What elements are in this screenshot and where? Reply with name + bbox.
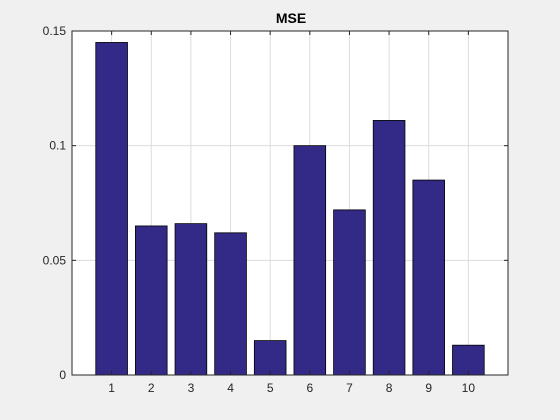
bar [135, 225, 168, 376]
axis-ticks [72, 30, 508, 376]
x-tick-labels: 1 2 3 4 5 6 7 8 9 10 [108, 381, 475, 395]
bar [253, 340, 287, 376]
x-tick-label: 5 [267, 381, 274, 395]
y-tick-labels: 0 0.05 0.1 0.15 [43, 24, 67, 382]
bar [95, 42, 128, 376]
x-tick-label: 3 [188, 381, 195, 395]
chart-title: MSE [276, 10, 306, 26]
x-tick-label: 6 [306, 381, 313, 395]
bar [174, 223, 208, 376]
bar [372, 120, 406, 376]
x-tick-label: 2 [148, 381, 155, 395]
y-tick-label: 0.1 [49, 139, 66, 153]
y-tick-label: 0.15 [43, 24, 67, 38]
y-tick-label: 0 [59, 368, 66, 382]
bar [293, 145, 327, 376]
x-tick-label: 9 [425, 381, 432, 395]
bar-series [95, 42, 485, 376]
bar [214, 232, 247, 376]
x-tick-label: 4 [227, 381, 234, 395]
x-tick-label: 1 [108, 381, 115, 395]
axes-box [71, 30, 509, 376]
bar [412, 179, 445, 376]
y-tick-label: 0.05 [43, 253, 67, 267]
bar [452, 344, 485, 376]
bar [333, 209, 366, 376]
x-tick-label: 7 [346, 381, 353, 395]
x-tick-label: 8 [386, 381, 393, 395]
x-tick-label: 10 [462, 381, 476, 395]
